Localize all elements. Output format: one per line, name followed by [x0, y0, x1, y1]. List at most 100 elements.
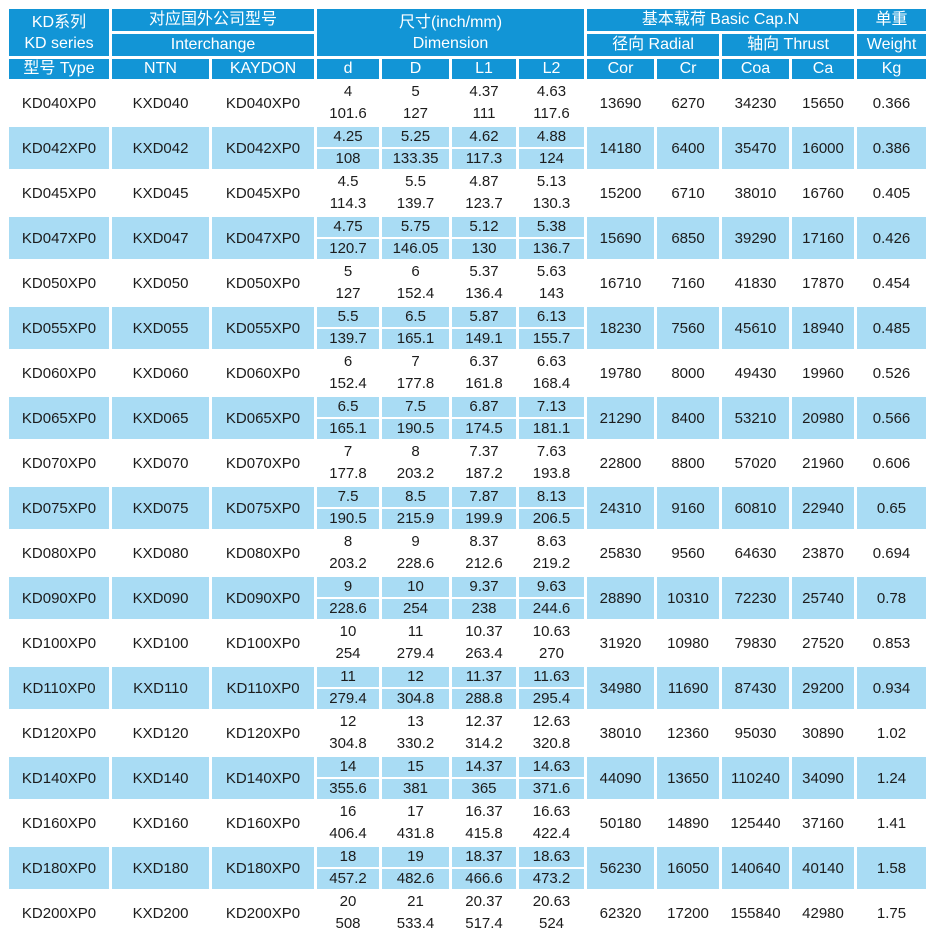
D-values: 8.5 215.9 [383, 489, 448, 528]
ca-cell: 16760 [789, 169, 858, 217]
l2-cell: 9.63 244.6 [516, 574, 588, 622]
D-mm-value: 190.5 [396, 420, 435, 437]
header-type: 型号 Type [6, 56, 112, 82]
d-values: 4.75 120.7 [318, 219, 378, 258]
header-weight-en: Weight [854, 31, 930, 59]
l2-cell: 4.63 117.6 [516, 79, 588, 127]
cr-cell: 10980 [654, 619, 723, 667]
l2-cell: 7.63 193.8 [516, 439, 588, 487]
D-cell: 11 279.4 [379, 619, 453, 667]
D-inch-value: 7 [383, 354, 448, 374]
d-values: 18 457.2 [318, 849, 378, 888]
l1-cell: 8.37 212.6 [449, 529, 520, 577]
coa-cell: 72230 [719, 574, 793, 622]
l2-inch-value: 5.38 [520, 219, 583, 239]
l1-values: 4.87 123.7 [453, 174, 515, 213]
d-cell: 4.25 108 [314, 124, 383, 172]
kg-cell: 1.24 [854, 754, 930, 802]
d-values: 11 279.4 [318, 669, 378, 708]
D-mm-value: 304.8 [396, 690, 435, 707]
d-mm-value: 177.8 [329, 465, 367, 482]
table-row: KD080XP0 KXD080 KD080XP0 8 203.2 9 228.6… [6, 529, 930, 577]
type-cell: KD090XP0 [6, 574, 112, 622]
cr-cell: 8400 [654, 394, 723, 442]
D-values: 5.25 133.35 [383, 129, 448, 168]
type-cell: KD060XP0 [6, 349, 112, 397]
l1-inch-value: 9.37 [453, 579, 515, 599]
d-inch-value: 8 [318, 534, 378, 554]
type-cell: KD110XP0 [6, 664, 112, 712]
D-mm-value: 139.7 [396, 195, 435, 212]
ca-cell: 15650 [789, 79, 858, 127]
table-row: KD100XP0 KXD100 KD100XP0 10 254 11 279.4… [6, 619, 930, 667]
l2-mm-value: 193.8 [532, 465, 571, 482]
l1-mm-value: 199.9 [465, 510, 503, 527]
cr-cell: 10310 [654, 574, 723, 622]
D-cell: 6.5 165.1 [379, 304, 453, 352]
ca-cell: 22940 [789, 484, 858, 532]
l2-values: 4.63 117.6 [520, 84, 583, 123]
l1-inch-value: 5.37 [453, 264, 515, 284]
d-values: 7 177.8 [318, 444, 378, 483]
cr-cell: 16050 [654, 844, 723, 892]
l2-mm-value: 371.6 [532, 780, 571, 797]
table-row: KD200XP0 KXD200 KD200XP0 20 508 21 533.4… [6, 889, 930, 937]
l1-inch-value: 4.37 [453, 84, 515, 104]
l2-inch-value: 9.63 [520, 579, 583, 599]
coa-cell: 95030 [719, 709, 793, 757]
table-row: KD140XP0 KXD140 KD140XP0 14 355.6 15 381… [6, 754, 930, 802]
d-cell: 12 304.8 [314, 709, 383, 757]
l1-cell: 14.37 365 [449, 754, 520, 802]
cor-cell: 56230 [584, 844, 658, 892]
d-cell: 18 457.2 [314, 844, 383, 892]
table-row: KD110XP0 KXD110 KD110XP0 11 279.4 12 304… [6, 664, 930, 712]
l2-inch-value: 20.63 [520, 894, 583, 914]
l2-mm-value: 219.2 [532, 555, 571, 572]
cor-cell: 24310 [584, 484, 658, 532]
l1-inch-value: 6.87 [453, 399, 515, 419]
D-inch-value: 9 [383, 534, 448, 554]
l2-cell: 12.63 320.8 [516, 709, 588, 757]
l2-inch-value: 12.63 [520, 714, 583, 734]
header-col-cor: Cor [584, 56, 658, 82]
D-values: 10 254 [383, 579, 448, 618]
l2-mm-value: 206.5 [532, 510, 571, 527]
coa-cell: 60810 [719, 484, 793, 532]
l2-values: 16.63 422.4 [520, 804, 583, 843]
ntn-cell: KXD055 [109, 304, 212, 352]
D-cell: 17 431.8 [379, 799, 453, 847]
D-values: 5.75 146.05 [383, 219, 448, 258]
d-cell: 5.5 139.7 [314, 304, 383, 352]
D-mm-value: 330.2 [396, 735, 435, 752]
l2-cell: 7.13 181.1 [516, 394, 588, 442]
ntn-cell: KXD090 [109, 574, 212, 622]
l1-mm-value: 415.8 [465, 825, 503, 842]
type-cell: KD065XP0 [6, 394, 112, 442]
l2-mm-value: 524 [539, 915, 565, 932]
header-col-ca: Ca [789, 56, 858, 82]
type-cell: KD080XP0 [6, 529, 112, 577]
D-mm-value: 146.05 [392, 240, 439, 257]
ntn-cell: KXD120 [109, 709, 212, 757]
d-values: 7.5 190.5 [318, 489, 378, 528]
coa-cell: 125440 [719, 799, 793, 847]
l1-cell: 16.37 415.8 [449, 799, 520, 847]
coa-cell: 64630 [719, 529, 793, 577]
D-cell: 5.25 133.35 [379, 124, 453, 172]
l1-values: 10.37 263.4 [453, 624, 515, 663]
l2-cell: 11.63 295.4 [516, 664, 588, 712]
ca-cell: 37160 [789, 799, 858, 847]
d-mm-value: 139.7 [329, 330, 367, 347]
ca-cell: 21960 [789, 439, 858, 487]
l1-inch-value: 14.37 [453, 759, 515, 779]
l2-inch-value: 7.63 [520, 444, 583, 464]
ca-cell: 42980 [789, 889, 858, 937]
l2-values: 11.63 295.4 [520, 669, 583, 708]
D-inch-value: 8.5 [383, 489, 448, 509]
cor-cell: 15200 [584, 169, 658, 217]
ca-cell: 25740 [789, 574, 858, 622]
d-values: 20 508 [318, 894, 378, 933]
table-row: KD042XP0 KXD042 KD042XP0 4.25 108 5.25 1… [6, 124, 930, 172]
D-cell: 8.5 215.9 [379, 484, 453, 532]
